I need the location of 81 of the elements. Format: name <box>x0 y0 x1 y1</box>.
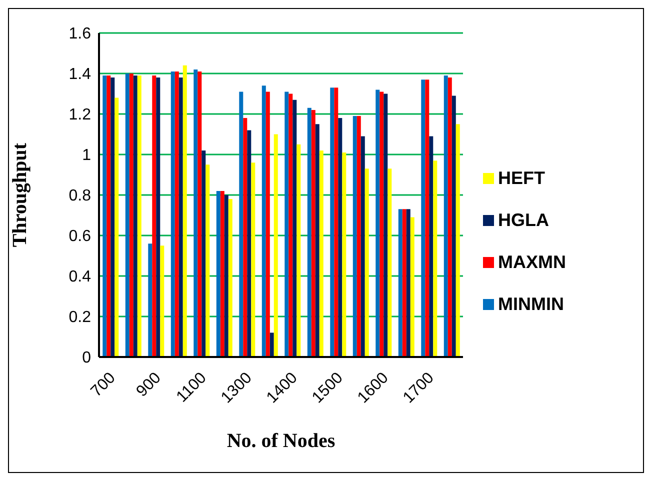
bar <box>125 74 130 357</box>
bar <box>247 130 252 357</box>
bar <box>178 78 183 357</box>
bar <box>330 88 334 357</box>
bar <box>106 76 111 357</box>
legend-label: HGLA <box>498 210 549 230</box>
bar <box>194 69 198 357</box>
bar <box>433 160 438 357</box>
bar <box>224 195 228 357</box>
bar <box>288 94 293 357</box>
bar <box>425 80 430 357</box>
bar <box>262 86 266 357</box>
y-tick-label: 1.2 <box>68 106 92 124</box>
bar <box>402 209 406 357</box>
bar <box>296 144 301 357</box>
bar <box>452 96 456 357</box>
bar <box>307 108 312 357</box>
bar <box>266 92 270 357</box>
bar <box>380 92 384 357</box>
bar <box>319 150 324 357</box>
bar <box>444 76 448 357</box>
bar <box>406 209 410 357</box>
x-tick-label: 900 <box>133 369 164 400</box>
bar <box>360 136 365 357</box>
bar <box>198 71 202 357</box>
bar <box>338 118 342 357</box>
bar <box>156 78 160 357</box>
bar <box>216 190 220 357</box>
x-axis-title: No. of Nodes <box>226 430 336 452</box>
bar <box>160 246 164 357</box>
bar <box>148 244 152 357</box>
y-tick-label: 1.6 <box>68 26 92 43</box>
bar <box>315 124 320 357</box>
y-tick-label: 0.2 <box>68 309 92 326</box>
bar <box>182 65 187 357</box>
bar <box>364 168 369 357</box>
y-tick-label: 0.6 <box>68 228 92 246</box>
bar <box>251 162 256 357</box>
bar <box>342 152 346 357</box>
bar <box>384 94 388 357</box>
bar <box>429 136 434 357</box>
bar <box>311 110 316 357</box>
y-axis-title: Throughput <box>9 142 32 248</box>
bar <box>274 134 278 357</box>
y-tick-label: 1.4 <box>68 66 92 84</box>
bar <box>421 80 426 357</box>
bar <box>243 118 248 357</box>
bar <box>239 92 244 357</box>
bar <box>456 124 460 357</box>
y-tick-label: 1 <box>82 147 92 164</box>
bar <box>334 88 338 357</box>
x-tick-label: 700 <box>88 369 119 400</box>
bar <box>284 92 289 357</box>
bar <box>114 98 119 357</box>
bar <box>228 199 232 357</box>
bar <box>356 116 361 357</box>
bar <box>292 100 297 357</box>
bar <box>206 164 210 357</box>
bar <box>102 76 107 357</box>
legend-label: HEFT <box>498 168 545 188</box>
bar <box>152 76 156 357</box>
y-tick-label: 0.4 <box>68 268 92 286</box>
bar <box>270 332 274 357</box>
legend-label: MAXMN <box>498 252 566 272</box>
bar <box>170 71 175 357</box>
bar <box>110 78 115 357</box>
bar <box>220 190 224 357</box>
bar <box>352 116 357 357</box>
y-tick-label: 0 <box>82 350 92 367</box>
legend-label: MINMIN <box>498 294 564 314</box>
bar <box>202 150 206 357</box>
bar <box>448 78 452 357</box>
bar <box>410 217 414 357</box>
bar <box>129 74 134 357</box>
bar <box>398 209 402 357</box>
bar <box>376 90 380 357</box>
bar <box>174 71 179 357</box>
y-tick-label: 0.8 <box>68 188 92 205</box>
bar <box>137 76 142 357</box>
bar <box>388 168 392 357</box>
bar <box>133 76 138 357</box>
